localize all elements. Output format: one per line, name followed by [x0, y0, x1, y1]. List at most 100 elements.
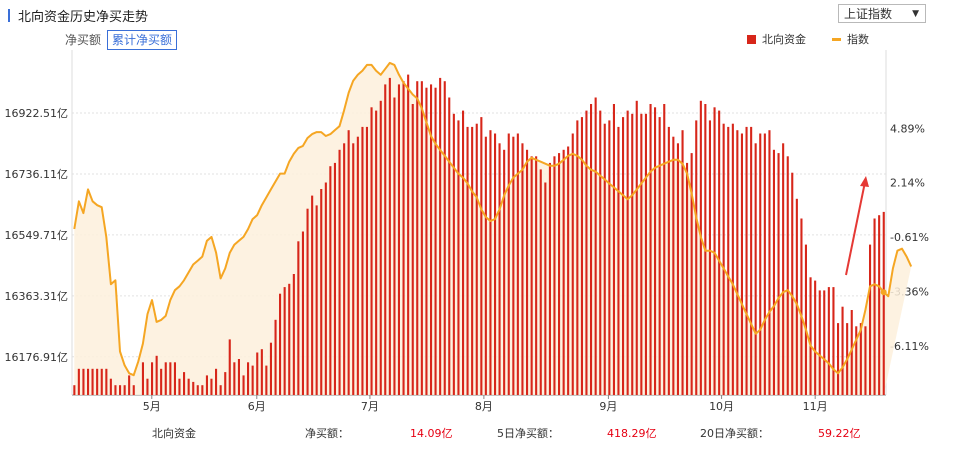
- tab-cumulative-net-buy[interactable]: 累计净买额: [107, 30, 178, 50]
- northbound-bar: [580, 117, 583, 395]
- northbound-bar: [489, 130, 492, 395]
- northbound-bar: [443, 81, 446, 395]
- title-accent-bar: [8, 8, 10, 22]
- northbound-bar: [352, 143, 355, 395]
- left-axis-tick-label: 16549.71亿: [5, 229, 69, 242]
- northbound-bar: [553, 156, 556, 395]
- footer-net-buy-label: 净买额：: [305, 427, 349, 440]
- northbound-bar: [265, 365, 268, 395]
- northbound-bar: [484, 136, 487, 395]
- northbound-bar: [192, 381, 195, 395]
- x-axis-tick-label: 11月: [803, 400, 828, 413]
- northbound-bar: [777, 153, 780, 395]
- northbound-bar: [109, 378, 112, 395]
- northbound-bar: [690, 153, 693, 395]
- trend-arrow-shaft: [845, 181, 866, 276]
- northbound-bar: [256, 352, 259, 395]
- northbound-bar: [132, 385, 135, 395]
- legend-item-index[interactable]: 指数: [832, 31, 869, 47]
- northbound-bar: [832, 287, 835, 395]
- northbound-bar: [224, 372, 227, 395]
- northbound-bar: [160, 368, 163, 395]
- northbound-bar: [841, 306, 844, 395]
- northbound-bar: [617, 126, 620, 396]
- northbound-bar: [882, 211, 885, 395]
- legend-swatch-bar: [747, 34, 756, 44]
- northbound-bar: [329, 166, 332, 395]
- x-axis-tick-label: 7月: [361, 400, 379, 413]
- northbound-bar: [695, 120, 698, 396]
- northbound-bar: [686, 162, 689, 395]
- northbound-bar: [416, 81, 419, 395]
- northbound-bar: [699, 100, 702, 396]
- northbound-bar: [123, 385, 126, 395]
- northbound-bar: [365, 126, 368, 396]
- northbound-bar: [827, 287, 830, 395]
- northbound-bar: [288, 283, 291, 395]
- northbound-bar: [608, 120, 611, 396]
- northbound-bar: [494, 133, 497, 395]
- legend-item-northbound[interactable]: 北向资金: [747, 31, 806, 47]
- northbound-bar: [128, 375, 131, 395]
- footer-net-buy-value: 14.09亿: [410, 427, 453, 440]
- northbound-bar: [411, 104, 414, 395]
- northbound-bar: [356, 136, 359, 395]
- northbound-bar: [507, 133, 510, 395]
- northbound-bar: [320, 189, 323, 395]
- northbound-bar: [594, 97, 597, 395]
- northbound-bar: [727, 126, 730, 396]
- left-axis-tick-label: 16363.31亿: [5, 290, 69, 303]
- northbound-bar: [434, 87, 437, 395]
- northbound-bar: [864, 326, 867, 395]
- northbound-bar: [535, 156, 538, 395]
- northbound-bar: [283, 287, 286, 395]
- right-axis-tick-label: 2.14%: [890, 177, 925, 190]
- northbound-bar: [425, 87, 428, 395]
- legend-label-index: 指数: [847, 33, 869, 46]
- northbound-bar: [251, 365, 254, 395]
- northbound-bar: [201, 385, 204, 395]
- page-title: 北向资金历史净买走势: [18, 9, 149, 25]
- x-axis-tick-label: 10月: [709, 400, 734, 413]
- northbound-bar: [736, 130, 739, 395]
- northbound-bar: [379, 100, 382, 396]
- northbound-bar: [397, 84, 400, 396]
- northbound-bar: [237, 359, 240, 395]
- northbound-bar: [155, 355, 158, 395]
- northbound-bar: [558, 153, 561, 395]
- caret-down-icon: ▼: [912, 9, 919, 19]
- northbound-bar: [297, 241, 300, 395]
- northbound-bar: [91, 368, 94, 395]
- northbound-bar: [782, 143, 785, 395]
- northbound-bar: [187, 378, 190, 395]
- northbound-bar: [791, 172, 794, 395]
- northbound-bar: [786, 156, 789, 395]
- trend-arrow-head: [860, 176, 869, 187]
- northbound-bar: [631, 113, 634, 396]
- northbound-bar: [242, 375, 245, 395]
- northbound-bar: [795, 198, 798, 395]
- index-select-dropdown[interactable]: 上证指数 ▼: [838, 4, 926, 23]
- northbound-bar: [672, 136, 675, 395]
- northbound-bar: [100, 368, 103, 395]
- northbound-bar: [503, 149, 506, 395]
- northbound-bar: [763, 133, 766, 395]
- footer-five-day-label: 5日净买额：: [497, 427, 559, 440]
- northbound-bar: [676, 143, 679, 395]
- northbound-bar: [530, 156, 533, 395]
- northbound-bar: [731, 123, 734, 395]
- tab-net-buy[interactable]: 净买额: [65, 33, 102, 47]
- footer-twenty-day-value: 59.22亿: [818, 427, 861, 440]
- northbound-bar: [681, 130, 684, 395]
- northbound-bar: [859, 323, 862, 395]
- northbound-bar: [169, 362, 172, 395]
- northbound-bar: [324, 182, 327, 395]
- left-axis-tick-label: 16176.91亿: [5, 351, 69, 364]
- northbound-bar: [548, 162, 551, 395]
- northbound-bar: [343, 143, 346, 395]
- northbound-bar: [585, 110, 588, 395]
- northbound-bar: [420, 81, 423, 395]
- northbound-bar: [448, 97, 451, 395]
- northbound-bar: [375, 110, 378, 395]
- northbound-bar: [590, 104, 593, 395]
